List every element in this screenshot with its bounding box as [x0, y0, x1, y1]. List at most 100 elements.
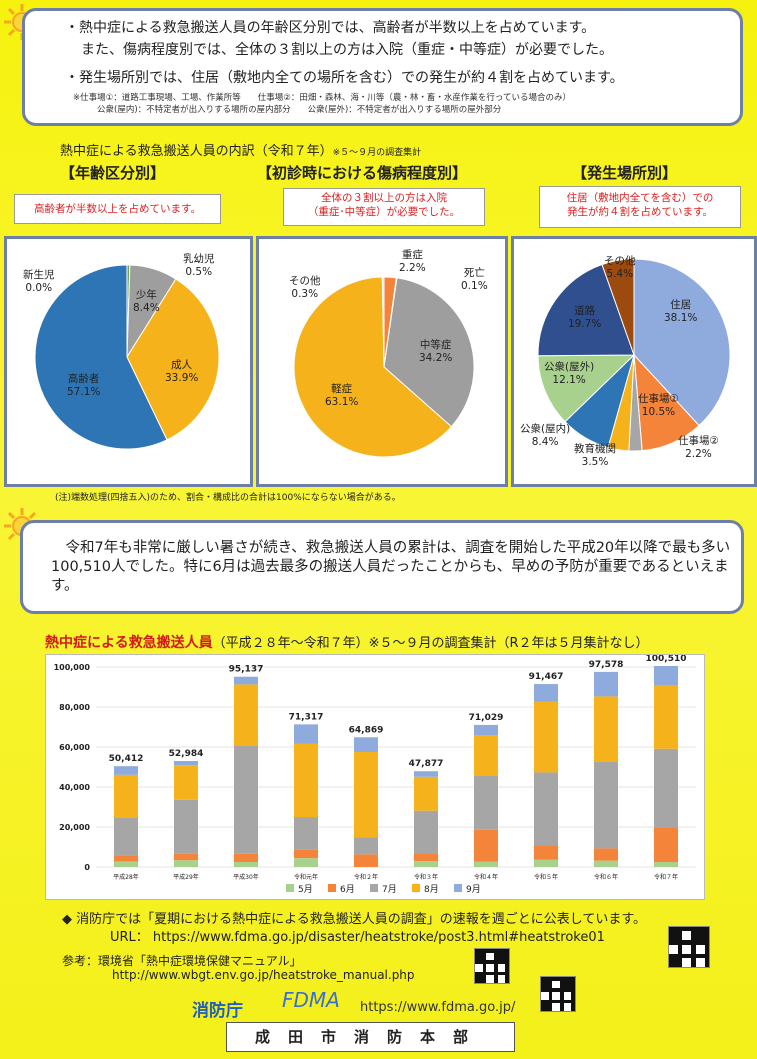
message-text: 令和7年も非常に厳しい暑さが続き、救急搬送人員の累計は、調査を開始した平成20年…	[51, 540, 731, 594]
pie-label: 重症 2.2%	[399, 249, 426, 274]
bar-segment	[594, 696, 618, 763]
bar-segment	[654, 665, 678, 686]
bar-segment	[354, 854, 378, 867]
bar-segment	[354, 737, 378, 752]
bar-segment	[114, 861, 138, 867]
pie-label: 教育機関 3.5%	[574, 443, 616, 468]
footnote: (注)端数処理(四捨五入)のため、割合・構成比の合計は100%にならない場合があ…	[55, 493, 401, 503]
place-heading: 【発生場所別】	[572, 164, 678, 182]
bar-segment	[654, 748, 678, 828]
fire-dept-name: 成田市消防本部	[226, 1022, 515, 1052]
bar-segment	[114, 855, 138, 862]
breakdown-title-note: ※５～９月の調査集計	[332, 148, 422, 158]
summary-box: ・熱中症による救急搬送人員の年齢区分別では、高齢者が半数以上を占めています。 ま…	[22, 8, 743, 126]
pie-slice	[601, 258, 635, 356]
pie-slice	[633, 258, 731, 427]
bar-segment	[174, 765, 198, 800]
pie-label: その他 0.3%	[289, 275, 321, 300]
bar-segment	[474, 724, 498, 736]
pie-label: 住居 38.1%	[664, 299, 698, 324]
pie-slice	[383, 277, 475, 428]
summary-note1: ※仕事場①：道路工事現場、工場、作業所等 仕事場②：田畑・森林、海・川等（農・林…	[73, 93, 571, 103]
bar-segment	[234, 745, 258, 854]
bar-segment	[294, 817, 318, 850]
total-label: 71,029	[469, 713, 504, 723]
y-tick-label: 80,000	[59, 703, 90, 712]
bar-chart-panel: 0 20,000 40,000 60,000 80,000 100,000 50,412 平成…	[45, 654, 705, 900]
legend-label: 8月	[424, 884, 439, 895]
pie-label: 高齢者 57.1%	[67, 373, 101, 398]
bar-chart-title: 熱中症による救急搬送人員（平成２８年～令和７年）※５～９月の調査集計（R２年は５…	[45, 635, 649, 651]
age-note: 高齢者が半数以上を占めています。	[14, 194, 221, 224]
pie-label: 道路 19.7%	[568, 305, 602, 330]
y-tick-label: 40,000	[59, 783, 90, 792]
legend-label: 6月	[340, 884, 355, 895]
bar-segment	[414, 861, 438, 867]
reference-link[interactable]: http://www.wbgt.env.go.jp/heatstroke_man…	[112, 968, 415, 982]
age-pie-chart	[34, 264, 220, 450]
y-tick-label: 0	[84, 863, 90, 872]
message-box: 令和7年も非常に厳しい暑さが続き、救急搬送人員の累計は、調査を開始した平成20年…	[20, 520, 744, 614]
pie-label: 新生児 0.0%	[23, 269, 55, 294]
summary-line2: また、傷病程度別では、全体の３割以上の方は入院（重症・中等症）が必要でした。	[81, 42, 613, 58]
legend-swatch	[370, 884, 378, 892]
pie-slice	[293, 276, 453, 458]
pie-label: 仕事場① 10.5%	[638, 393, 679, 418]
bar-chart-subtitle: （平成２８年～令和７年）※５～９月の調査集計（R２年は５月集計なし）	[212, 636, 649, 651]
bar-segment	[294, 858, 318, 867]
place-note: 住居（敷地内全てを含む）での 発生が約４割を占めています。	[539, 186, 741, 228]
age-heading: 【年齢区分別】	[60, 164, 166, 182]
pie-label: 成人 33.9%	[165, 359, 199, 384]
bar-segment	[114, 817, 138, 856]
pie-slice	[537, 354, 636, 423]
x-tick-label: 平成30年	[233, 873, 259, 881]
qr-code-icon	[668, 926, 710, 968]
bar-segment	[174, 860, 198, 867]
bar-segment	[114, 766, 138, 775]
bar-chart: 0 20,000 40,000 60,000 80,000 100,000 50,412 平成…	[54, 654, 696, 895]
bar-segment	[174, 799, 198, 854]
url-link[interactable]: URL： https://www.fdma.go.jp/disaster/hea…	[110, 930, 605, 945]
x-tick-label: 令和４年	[474, 873, 498, 881]
total-label: 47,877	[409, 759, 444, 769]
agency-logo: 消防庁	[192, 1001, 243, 1021]
place-pie-panel: 住居 38.1% 仕事場① 10.5% 仕事場② 2.2% 教育機関 3.5% 公衆(屋…	[511, 236, 757, 487]
pie-label: 公衆(屋内) 8.4%	[520, 423, 571, 448]
total-label: 52,984	[169, 749, 204, 759]
severity-pie-chart	[293, 276, 475, 458]
bar-segment	[414, 776, 438, 811]
pie-label: 乳幼児 0.5%	[183, 253, 215, 278]
pie-label: 公衆(屋外) 12.1%	[544, 361, 595, 386]
y-tick-label: 60,000	[59, 743, 90, 752]
total-label: 71,317	[289, 712, 324, 722]
x-tick-label: 令和３年	[414, 873, 438, 881]
age-pie-panel: 新生児 0.0% 乳幼児 0.5% 少年 8.4% 成人 33.9% 高齢者 57.1%	[4, 236, 253, 487]
bar-segment	[474, 775, 498, 830]
fdma-url[interactable]: https://www.fdma.go.jp/	[360, 1000, 516, 1015]
pie-label: 死亡 0.1%	[461, 267, 488, 292]
bar-segment	[234, 853, 258, 862]
summary-line1: ・熱中症による救急搬送人員の年齢区分別では、高齢者が半数以上を占めています。	[65, 20, 596, 36]
bar-segment	[414, 771, 438, 777]
bar-segment	[594, 671, 618, 697]
fdma-logo: FDMA	[282, 988, 340, 1012]
bar-segment	[414, 810, 438, 854]
bar-segment	[234, 676, 258, 685]
x-tick-label: 令和６年	[594, 873, 618, 881]
legend-swatch	[454, 884, 462, 892]
pie-label: その他 5.4%	[604, 255, 636, 280]
bar-segment	[234, 684, 258, 746]
pie-slice	[126, 278, 220, 441]
severity-pie-panel: 重症 2.2% 死亡 0.1% 中等症 34.2% 軽症 63.1% その他 0.3%	[256, 236, 508, 487]
bar-segment	[294, 724, 318, 744]
x-tick-label: 令和２年	[354, 873, 378, 881]
pie-label: 少年 8.4%	[133, 289, 160, 314]
total-label: 91,467	[529, 672, 564, 682]
bar-segment	[534, 772, 558, 846]
summary-line3: ・発生場所別では、住居（敷地内全ての場所を含む）での発生が約４割を占めています。	[65, 70, 624, 86]
bar-segment	[174, 853, 198, 861]
bar-segment	[534, 845, 558, 860]
severity-note: 全体の３割以上の方は入院 （重症･中等症）が必要でした。	[283, 188, 485, 226]
pie-label: 仕事場② 2.2%	[678, 435, 719, 460]
breakdown-title: 熱中症による救急搬送人員の内訳（令和７年）※５～９月の調査集計	[60, 144, 422, 159]
